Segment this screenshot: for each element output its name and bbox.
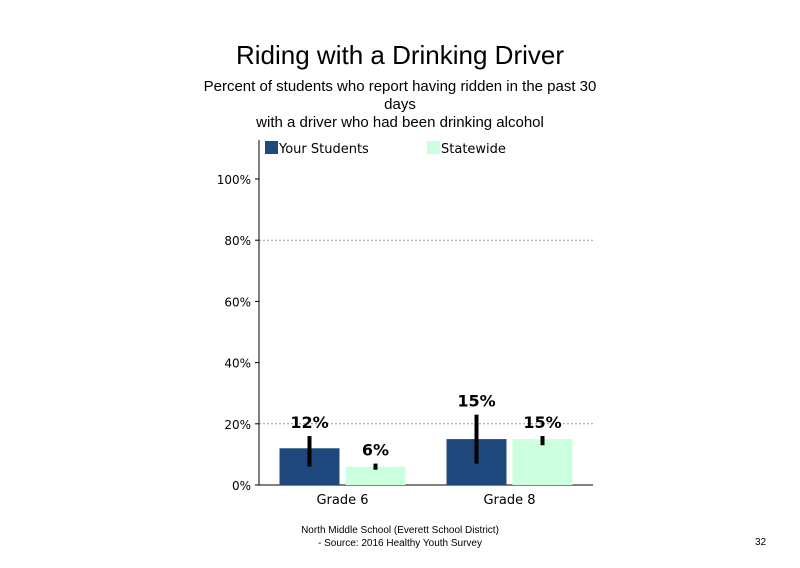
y-tick-label: 20% bbox=[224, 418, 251, 432]
legend-label: Statewide bbox=[441, 142, 506, 157]
data-label: 15% bbox=[457, 392, 495, 411]
y-tick-label: 60% bbox=[224, 295, 251, 309]
y-tick-label: 40% bbox=[224, 357, 251, 371]
subtitle-line-3: with a driver who had been drinking alco… bbox=[256, 114, 544, 131]
y-tick-label: 0% bbox=[232, 479, 251, 493]
legend-label: Your Students bbox=[278, 142, 369, 157]
source-footer: North Middle School (Everett School Dist… bbox=[250, 524, 550, 550]
y-tick-label: 100% bbox=[217, 173, 251, 187]
x-tick-label: Grade 8 bbox=[483, 493, 535, 508]
data-label: 12% bbox=[290, 413, 328, 432]
bar bbox=[512, 439, 573, 485]
page-number: 32 bbox=[755, 537, 767, 548]
subtitle-line-2: days bbox=[384, 96, 416, 113]
x-tick-label: Grade 6 bbox=[316, 493, 368, 508]
subtitle-line-1: Percent of students who report having ri… bbox=[203, 78, 597, 95]
data-label: 6% bbox=[362, 441, 389, 460]
chart-title: Riding with a Drinking Driver bbox=[236, 40, 564, 70]
legend-swatch bbox=[427, 141, 440, 154]
footer-school: North Middle School (Everett School Dist… bbox=[301, 525, 499, 536]
data-label: 15% bbox=[523, 413, 561, 432]
y-tick-label: 80% bbox=[224, 234, 251, 248]
chart-subtitle: Percent of students who report having ri… bbox=[150, 78, 650, 132]
legend-swatch bbox=[265, 141, 278, 154]
footer-source: - Source: 2016 Healthy Youth Survey bbox=[318, 538, 482, 549]
bar bbox=[345, 466, 406, 485]
